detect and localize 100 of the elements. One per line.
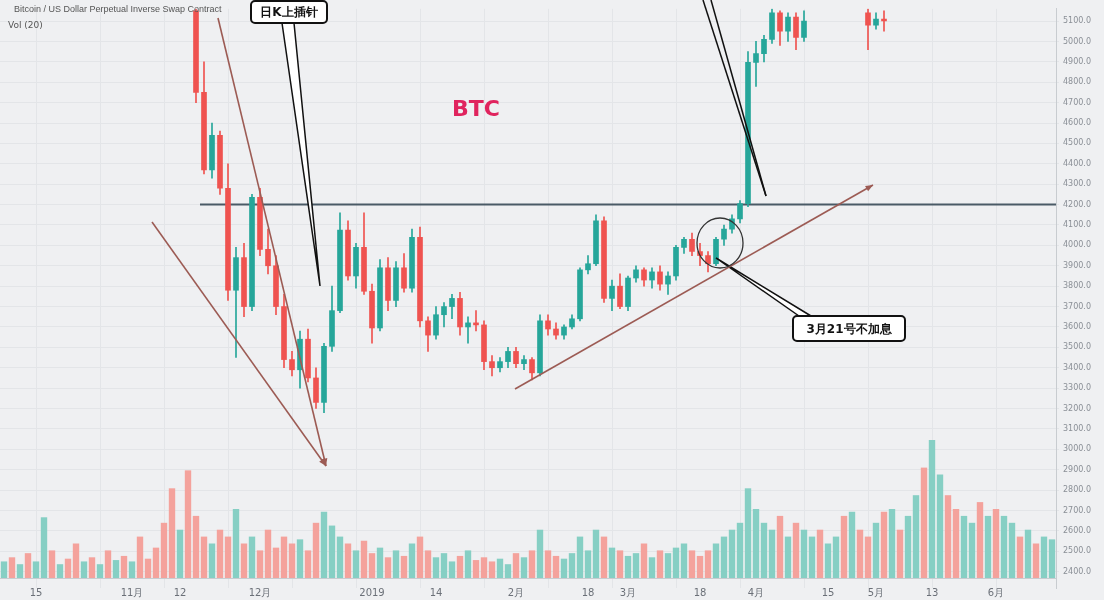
- bar: [352, 550, 360, 578]
- bar: [16, 564, 24, 578]
- bar: [544, 550, 552, 578]
- bar: [192, 515, 200, 578]
- bar: [832, 536, 840, 578]
- bar: [840, 515, 848, 578]
- x-tick-label: 4月: [747, 586, 765, 598]
- bar: [24, 553, 32, 578]
- bar: [696, 555, 704, 578]
- bar: [416, 536, 424, 578]
- bar: [304, 550, 312, 578]
- bar: [888, 509, 896, 578]
- bar: [376, 547, 384, 578]
- chart-title: Bitcoin / US Dollar Perpetual Inverse Swap Contract: [14, 4, 222, 14]
- bar: [1032, 543, 1040, 578]
- bar: [984, 515, 992, 578]
- bar: [616, 550, 624, 578]
- bar: [584, 550, 592, 578]
- bar: [8, 557, 16, 578]
- bar: [600, 536, 608, 578]
- bar: [104, 550, 112, 578]
- bar: [232, 509, 240, 578]
- bar: [816, 529, 824, 578]
- x-tick-label: 5月: [867, 586, 885, 598]
- x-tick-label: 11月: [120, 586, 144, 598]
- y-tick-label: 3100.0: [1063, 424, 1091, 433]
- y-tick-label: 2800.0: [1063, 485, 1091, 495]
- bar: [0, 561, 8, 578]
- bar: [960, 515, 968, 578]
- bar: [896, 529, 904, 578]
- bar: [296, 539, 304, 578]
- bar: [568, 553, 576, 578]
- bar: [448, 561, 456, 578]
- x-tick-label: 18: [581, 586, 595, 598]
- y-tick-label: 2900.0: [1063, 464, 1091, 474]
- y-tick-label: 2700.0: [1063, 505, 1091, 515]
- x-tick-label: 6月: [987, 586, 1005, 598]
- bar: [504, 564, 512, 578]
- bar: [968, 522, 976, 578]
- bar: [624, 555, 632, 578]
- bar: [1048, 539, 1056, 578]
- bar: [760, 522, 768, 578]
- bar: [128, 561, 136, 578]
- x-tick-label: 12月: [248, 586, 272, 598]
- bar: [264, 529, 272, 578]
- bar: [456, 555, 464, 578]
- bar: [560, 558, 568, 578]
- bar: [1040, 536, 1048, 578]
- x-tick-label: 2月: [507, 586, 525, 598]
- bar: [32, 561, 40, 578]
- y-tick-label: 2600.0: [1063, 525, 1091, 535]
- bar: [120, 555, 128, 578]
- bar: [168, 488, 176, 578]
- candlestick: [753, 41, 759, 87]
- bar: [384, 557, 392, 578]
- bar: [184, 470, 192, 578]
- bar: [608, 547, 616, 578]
- bar: [784, 536, 792, 578]
- bar: [1024, 529, 1032, 578]
- x-tick-label: 13: [925, 586, 939, 598]
- bar: [856, 529, 864, 578]
- bar: [152, 547, 160, 578]
- bar: [368, 553, 376, 578]
- bar: [952, 509, 960, 578]
- y-tick-label: 4900.0: [1063, 56, 1091, 66]
- bar: [520, 557, 528, 578]
- y-tick-label: 3500.0: [1063, 342, 1091, 352]
- bar: [704, 550, 712, 578]
- bar: [808, 536, 816, 578]
- bar: [752, 509, 760, 578]
- bar: [792, 522, 800, 578]
- y-tick-label: 3600.0: [1063, 322, 1091, 332]
- bar: [864, 536, 872, 578]
- bar: [280, 536, 288, 578]
- bar: [880, 511, 888, 578]
- bar: [592, 529, 600, 578]
- bar: [72, 543, 80, 578]
- bar: [768, 529, 776, 578]
- bar: [176, 529, 184, 578]
- bar: [712, 543, 720, 578]
- bar: [1016, 536, 1024, 578]
- bar: [472, 560, 480, 578]
- bar: [56, 564, 64, 578]
- bar: [80, 561, 88, 578]
- bar: [96, 564, 104, 578]
- bar: [904, 515, 912, 578]
- bar: [552, 555, 560, 578]
- bar: [944, 495, 952, 578]
- bar: [496, 558, 504, 578]
- bar: [672, 547, 680, 578]
- bar: [224, 536, 232, 578]
- bar: [256, 550, 264, 578]
- bar: [64, 558, 72, 578]
- x-tick-label: 14: [429, 586, 443, 598]
- y-tick-label: 5100.0: [1063, 16, 1091, 26]
- bar: [440, 553, 448, 578]
- bar: [656, 550, 664, 578]
- bar: [688, 550, 696, 578]
- bar: [664, 553, 672, 578]
- chart-title: Vol (20): [8, 20, 43, 30]
